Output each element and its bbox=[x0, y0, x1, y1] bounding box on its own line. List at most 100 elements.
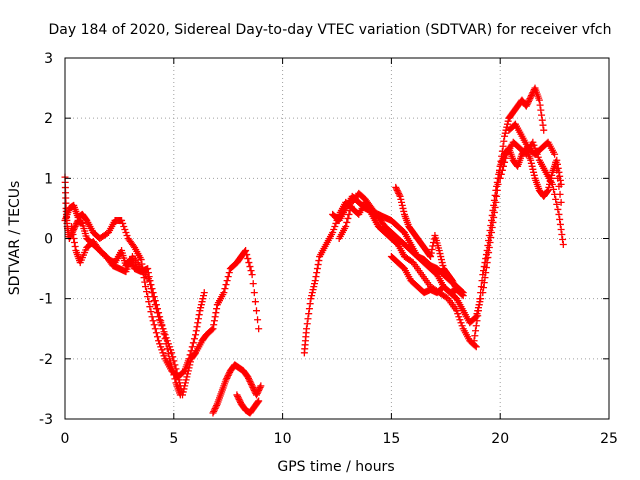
data-point bbox=[427, 253, 435, 261]
data-point bbox=[311, 280, 319, 288]
data-point bbox=[472, 313, 480, 321]
data-point bbox=[195, 311, 203, 319]
data-point bbox=[530, 168, 538, 176]
data-point bbox=[249, 383, 257, 391]
data-point bbox=[160, 352, 168, 360]
data-point bbox=[69, 230, 77, 238]
data-point bbox=[161, 335, 169, 343]
data-point bbox=[437, 253, 445, 261]
data-point bbox=[167, 346, 175, 354]
data-point bbox=[252, 307, 260, 315]
data-point bbox=[212, 403, 220, 411]
data-point bbox=[187, 347, 195, 355]
x-tick-labels: 0 5 10 15 20 25 bbox=[61, 58, 618, 447]
data-point bbox=[181, 382, 189, 390]
data-point bbox=[152, 301, 160, 309]
data-point bbox=[146, 303, 154, 311]
data-point bbox=[501, 132, 509, 140]
data-point bbox=[471, 342, 479, 350]
series-arc-9 bbox=[392, 183, 461, 294]
data-point bbox=[530, 171, 538, 179]
y-tick-labels: -3 -2 -1 0 1 2 3 bbox=[39, 51, 609, 428]
data-point bbox=[186, 351, 194, 359]
data-point bbox=[257, 382, 265, 390]
data-point bbox=[554, 205, 562, 213]
data-point bbox=[234, 392, 242, 400]
data-point bbox=[554, 174, 562, 182]
series-arc-4 bbox=[209, 361, 265, 417]
data-point bbox=[474, 312, 482, 320]
data-point bbox=[492, 198, 500, 206]
data-point bbox=[498, 152, 506, 160]
x-tick-label: 25 bbox=[600, 431, 618, 447]
data-point bbox=[245, 374, 253, 382]
data-point bbox=[247, 379, 255, 387]
data-point bbox=[487, 233, 495, 241]
data-point bbox=[192, 327, 200, 335]
data-point bbox=[255, 397, 263, 405]
data-point bbox=[254, 398, 262, 406]
data-point bbox=[398, 201, 406, 209]
data-point bbox=[185, 355, 193, 363]
data-point bbox=[209, 409, 217, 417]
data-point bbox=[490, 208, 498, 216]
data-point bbox=[453, 307, 461, 315]
data-point bbox=[199, 295, 207, 303]
chart-title: Day 184 of 2020, Sidereal Day-to-day VTE… bbox=[48, 22, 611, 38]
data-point bbox=[248, 271, 256, 279]
series-arc-3 bbox=[68, 222, 184, 399]
data-point bbox=[153, 333, 161, 341]
series-arc-10 bbox=[387, 253, 467, 300]
data-point bbox=[527, 93, 535, 101]
data-point bbox=[243, 251, 251, 259]
data-point bbox=[527, 92, 535, 100]
data-point bbox=[189, 339, 197, 347]
data-point bbox=[504, 117, 512, 125]
data-point bbox=[224, 273, 232, 281]
data-point bbox=[246, 377, 254, 385]
data-point bbox=[540, 126, 548, 134]
data-point bbox=[256, 383, 264, 391]
data-point bbox=[491, 191, 499, 199]
data-point bbox=[558, 230, 566, 238]
data-point bbox=[472, 327, 480, 335]
data-point bbox=[183, 373, 191, 381]
data-point bbox=[304, 315, 312, 323]
data-points bbox=[61, 84, 567, 417]
data-point bbox=[254, 316, 262, 324]
data-point bbox=[474, 307, 482, 315]
data-point bbox=[121, 225, 129, 233]
data-point bbox=[159, 349, 167, 357]
data-point bbox=[156, 313, 164, 321]
data-point bbox=[484, 254, 492, 262]
data-point bbox=[159, 325, 167, 333]
x-axis-label: GPS time / hours bbox=[277, 459, 394, 475]
data-point bbox=[459, 292, 467, 300]
data-point bbox=[71, 243, 79, 251]
data-point bbox=[210, 406, 218, 414]
data-point bbox=[556, 190, 564, 198]
data-point bbox=[143, 288, 151, 296]
data-point bbox=[557, 225, 565, 233]
data-point bbox=[245, 259, 253, 267]
data-point bbox=[194, 315, 202, 323]
data-point bbox=[248, 382, 256, 390]
y-tick-label: -3 bbox=[39, 412, 53, 428]
series-arc-11 bbox=[470, 144, 565, 345]
data-point bbox=[196, 307, 204, 315]
y-tick-label: -1 bbox=[39, 292, 53, 308]
data-point bbox=[155, 309, 163, 317]
data-point bbox=[493, 186, 501, 194]
data-point bbox=[394, 188, 402, 196]
data-point bbox=[147, 308, 155, 316]
data-point bbox=[249, 280, 257, 288]
data-point bbox=[157, 343, 165, 351]
data-point bbox=[193, 323, 201, 331]
data-point bbox=[524, 98, 532, 106]
data-point bbox=[471, 332, 479, 340]
data-point bbox=[313, 269, 321, 277]
data-point bbox=[439, 262, 447, 270]
data-point bbox=[70, 235, 78, 242]
data-point bbox=[255, 325, 263, 333]
data-point bbox=[168, 349, 176, 357]
